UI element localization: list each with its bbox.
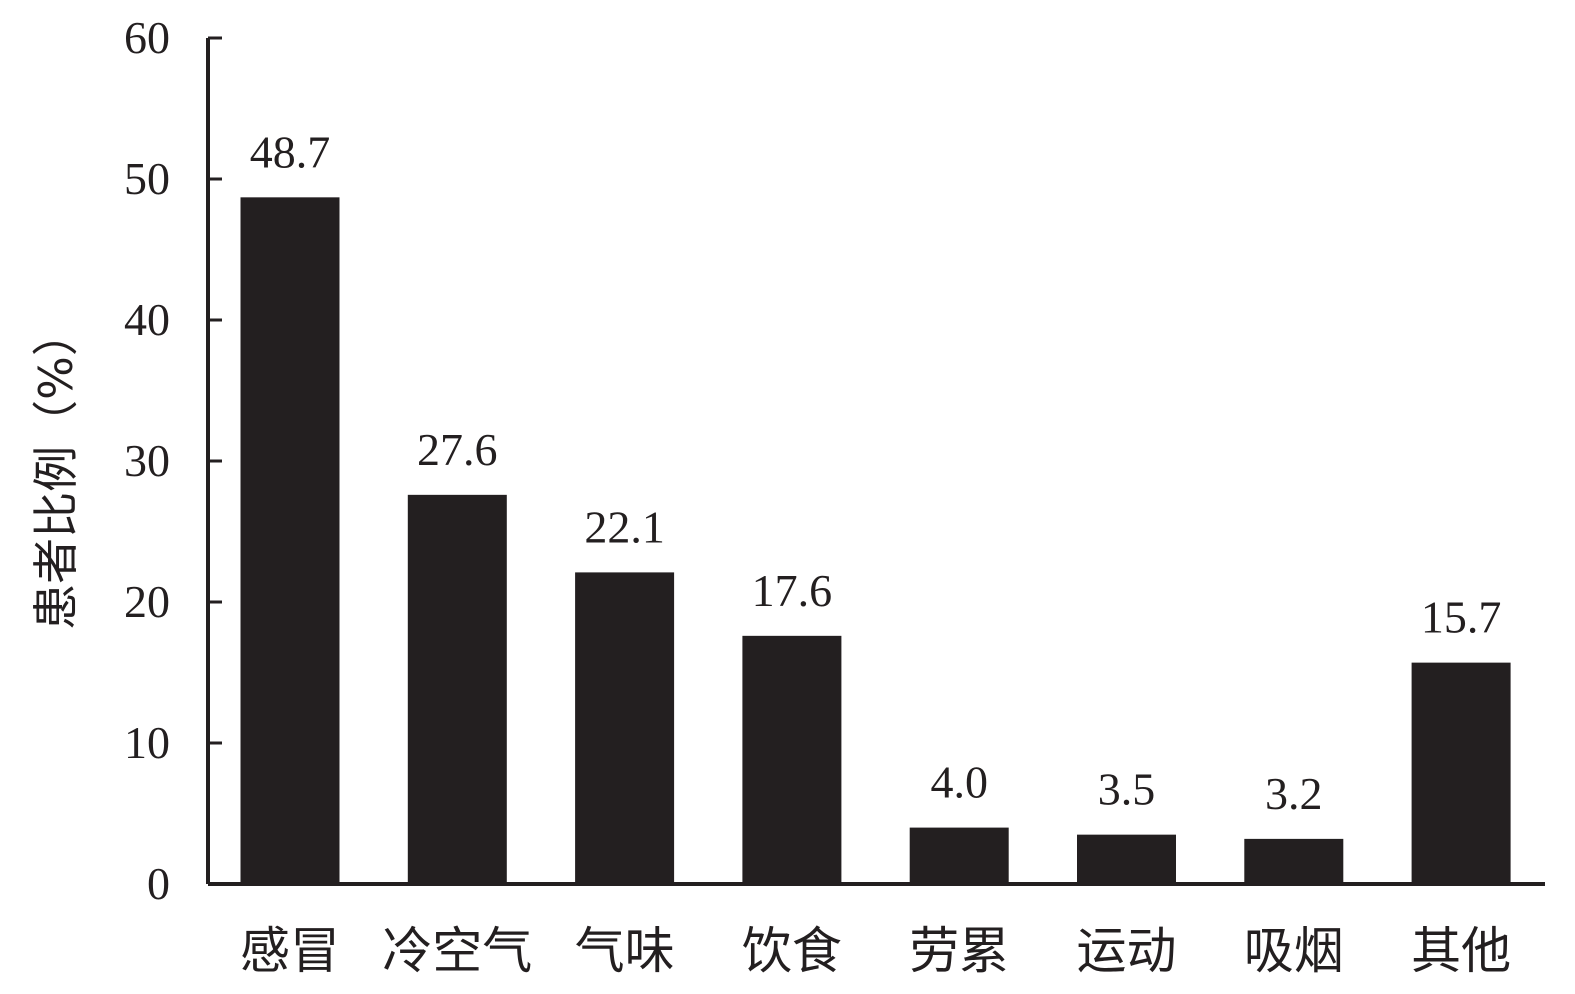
category-label-2: 气味	[575, 922, 675, 980]
value-label-3: 17.6	[752, 565, 833, 616]
value-labels: 48.7 27.6 22.1 17.6 4.0 3.5 3.2 15.7	[250, 126, 1502, 819]
y-axis-title: 患者比例（%）	[29, 310, 83, 630]
bar-6	[1244, 838, 1344, 884]
category-label-5: 运动	[1077, 922, 1177, 980]
bar-5	[1077, 834, 1176, 884]
bar-0	[240, 197, 340, 884]
bar-2	[575, 572, 675, 884]
value-label-0: 48.7	[250, 126, 331, 177]
y-tick-label-2: 20	[124, 576, 170, 627]
bar-7	[1411, 662, 1511, 884]
category-label-3: 饮食	[742, 922, 842, 980]
value-label-4: 4.0	[930, 757, 988, 808]
bar-4	[909, 827, 1009, 884]
category-labels: 感冒 冷空气 气味 饮食 劳累 运动 吸烟 其他	[240, 922, 1511, 980]
category-label-6: 吸烟	[1244, 922, 1344, 980]
bars	[240, 197, 1511, 884]
value-label-6: 3.2	[1265, 768, 1323, 819]
bar-1	[407, 494, 507, 884]
bar-3	[742, 635, 842, 884]
value-label-5: 3.5	[1098, 764, 1156, 815]
y-tick-label-1: 10	[124, 717, 170, 768]
y-tick-label-3: 30	[124, 435, 170, 486]
value-label-2: 22.1	[584, 501, 665, 552]
y-tick-label-6: 60	[124, 12, 170, 63]
y-tick-label-4: 40	[124, 294, 170, 345]
y-tick-label-5: 50	[124, 153, 170, 204]
category-label-4: 劳累	[909, 922, 1009, 980]
category-label-7: 其他	[1411, 922, 1511, 980]
category-label-0: 感冒	[240, 922, 340, 980]
y-axis-ticks: 0 10 20 30 40 50 60	[124, 12, 222, 909]
y-tick-label-0: 0	[147, 858, 170, 909]
value-label-1: 27.6	[417, 424, 498, 475]
category-label-1: 冷空气	[382, 922, 532, 980]
value-label-7: 15.7	[1421, 592, 1502, 643]
